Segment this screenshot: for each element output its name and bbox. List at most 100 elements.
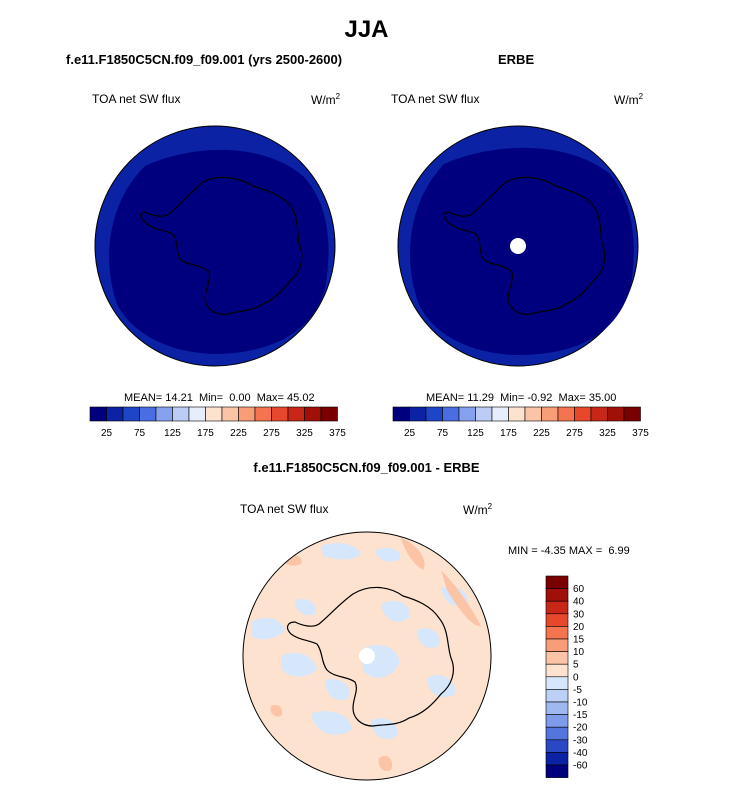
panel2-colorbar-tick-label: 375 (632, 428, 649, 439)
panel1-colorbar-tick-label: 275 (263, 428, 280, 439)
panel1-antarctica-coastline (139, 176, 303, 315)
panel3-colorbar-box (545, 638, 569, 652)
panel3-colorbar-box (545, 752, 569, 766)
panel3-antarctica-coastline (286, 586, 454, 727)
panel2-colorbar-tick-label: 175 (500, 428, 517, 439)
panel2-missing-pole (510, 238, 526, 254)
panel3-colorbar-box (545, 689, 569, 703)
panel3-colorbar-tick-label: 5 (573, 660, 579, 671)
panel3-colorbar-tick-label: -40 (573, 748, 588, 759)
panel3-colorbar-box (545, 764, 569, 778)
panel2-stats: MEAN= 11.29 Min= -0.92 Max= 35.00 (426, 392, 617, 404)
panel3-colorbar-box (545, 575, 569, 589)
panel3-negative-patch (311, 711, 352, 735)
panel3-positive-patch (401, 538, 425, 570)
panel2-variable-label: TOA net SW flux (391, 92, 480, 106)
panel3-colorbar-tick-label: 60 (573, 584, 585, 595)
panel1-colorbar-box (106, 406, 124, 422)
panel3-negative-patch (375, 547, 401, 562)
panel2-units: W/m2 (614, 92, 644, 107)
panel3-colorbar-box (545, 663, 569, 678)
panel1-colorbar-box (271, 406, 289, 422)
panel2-colorbar-tick-label: 325 (599, 428, 616, 439)
panel2-colorbar-box (442, 406, 460, 422)
panel3-variable-label: TOA net SW flux (240, 502, 329, 516)
panel2-colorbar-box (607, 406, 625, 422)
panel1-colorbar-tick-label: 75 (134, 428, 146, 439)
panel2-colorbar-tick-label: 225 (533, 428, 550, 439)
panel3-colorbar-tick-label: 20 (573, 622, 585, 633)
panel3-colorbar-tick-label: 0 (573, 672, 579, 683)
panel3-negative-patch (325, 679, 350, 700)
panel3-colorbar-tick-label: -15 (573, 710, 588, 721)
panel1-colorbar: 25 75 125 175 225 275 325 375 (89, 406, 346, 439)
panel3-colorbar-box (545, 714, 569, 728)
panel1-colorbar-box (139, 406, 157, 422)
panel3-negative-patch (281, 652, 317, 677)
panel3-colorbar-box (545, 613, 569, 627)
panel2-colorbar-tick-label: 25 (404, 428, 416, 439)
panel3-colorbar-tick-label: 30 (573, 609, 585, 620)
panel2-colorbar-box (392, 406, 410, 422)
panel1-colorbar-box (205, 406, 223, 422)
panel2-title: ERBE (498, 52, 535, 67)
panel3-units: W/m2 (463, 502, 493, 517)
panel3-colorbar-box (545, 588, 569, 602)
panel1-polar-map (94, 125, 336, 367)
panel1-colorbar-box (155, 406, 173, 422)
panel1-colorbar-box (254, 406, 272, 422)
panel2-colorbar-box (590, 406, 608, 422)
panel3-anomaly-patches (251, 538, 481, 772)
panel2-colorbar-box (574, 406, 592, 422)
panel2-colorbar-tick-label: 275 (566, 428, 583, 439)
panel3-colorbar-box (545, 726, 569, 741)
panel2-colorbar-box (425, 406, 443, 422)
panel3-positive-patch (378, 755, 393, 772)
panel1-colorbar-box (320, 406, 338, 422)
panel3-negative-patch (417, 628, 440, 649)
panel3-stats: MIN = -4.35 MAX = 6.99 (508, 545, 630, 557)
panel1-colorbar-box (238, 406, 256, 422)
panel3-negative-patch (371, 718, 398, 740)
panel3-negative-patch (381, 600, 410, 622)
main-title: JJA (344, 16, 389, 43)
panel1-colorbar-tick-label: 375 (329, 428, 346, 439)
panel3-colorbar-tick-label: 15 (573, 635, 585, 646)
panel1-interior-field (109, 149, 329, 354)
panel2-colorbar-box (524, 406, 542, 422)
panel1-variable-label: TOA net SW flux (92, 92, 181, 106)
panel2-colorbar-box (623, 406, 641, 422)
panel3-positive-patch (270, 704, 283, 717)
panel3-colorbar-box (545, 739, 569, 753)
panel3-colorbar-tick-label: 40 (573, 597, 585, 608)
panel3-colorbar-box (545, 676, 569, 690)
panel2-colorbar-box (508, 406, 526, 422)
panel1-colorbar-tick-label: 25 (101, 428, 113, 439)
panel3-polar-map (242, 531, 492, 781)
panel1-colorbar-box (188, 406, 206, 422)
panel2-colorbar-box (475, 406, 493, 422)
panel3-colorbar-tick-label: -60 (573, 761, 588, 772)
panel3-colorbar-tick-label: 10 (573, 647, 585, 658)
panel3-negative-patch (295, 598, 316, 616)
panel1-colorbar-tick-label: 175 (197, 428, 214, 439)
panel3-colorbar-box (545, 701, 569, 715)
panel2-colorbar-box (541, 406, 559, 422)
panel2-colorbar-box (409, 406, 427, 422)
panel3-missing-pole (359, 648, 375, 664)
panel2-colorbar-box (458, 406, 476, 422)
panel1-colorbar-box (122, 406, 140, 422)
panel3-positive-patch (441, 570, 481, 627)
panel1-colorbar-box (287, 406, 305, 422)
panel1-colorbar-box (89, 406, 107, 422)
panel1-units: W/m2 (311, 92, 341, 107)
panel2-polar-map (397, 125, 639, 367)
panel3-colorbar-tick-label: -10 (573, 698, 588, 709)
panel2-colorbar-tick-label: 75 (437, 428, 449, 439)
panel3-colorbar-tick-label: -20 (573, 723, 588, 734)
panel3-map-border (242, 531, 492, 781)
panel2-antarctica-coastline (442, 176, 606, 315)
panel3-colorbar-tick-label: -5 (573, 685, 582, 696)
panel2-colorbar-box (491, 406, 509, 422)
